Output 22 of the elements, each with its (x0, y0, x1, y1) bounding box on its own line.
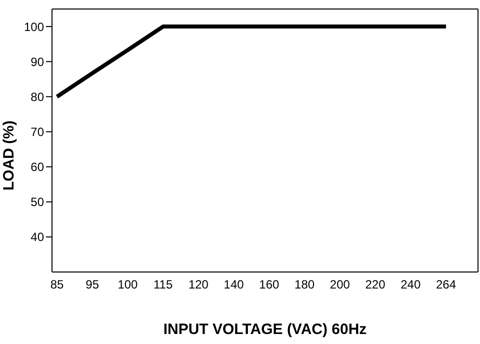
y-tick-label: 50 (30, 195, 44, 210)
x-tick-label: 120 (188, 278, 209, 292)
x-tick-label: 200 (330, 278, 350, 292)
y-tick-label: 90 (30, 54, 44, 69)
x-tick-label: 180 (294, 278, 315, 292)
y-axis-title: LOAD (%) (0, 120, 18, 190)
y-tick-label: 60 (30, 160, 44, 174)
x-tick-label: 160 (259, 278, 280, 292)
x-tick-label: 115 (154, 278, 173, 292)
x-tick-label: 95 (86, 278, 100, 292)
x-tick-label: 100 (118, 278, 138, 292)
y-tick-label: 40 (30, 230, 44, 244)
x-tick-label: 85 (50, 278, 64, 292)
y-tick-label: 100 (24, 20, 44, 34)
x-tick-label: 140 (224, 278, 244, 292)
line-series (55, 24, 448, 99)
y-tick-label: 70 (30, 124, 44, 139)
x-tick-label: 264 (436, 278, 456, 292)
x-axis-title: INPUT VOLTAGE (VAC) 60Hz (163, 321, 367, 338)
y-tick-label: 80 (30, 90, 44, 104)
x-tick-label: 240 (400, 278, 421, 292)
x-tick-label: 220 (365, 278, 386, 292)
